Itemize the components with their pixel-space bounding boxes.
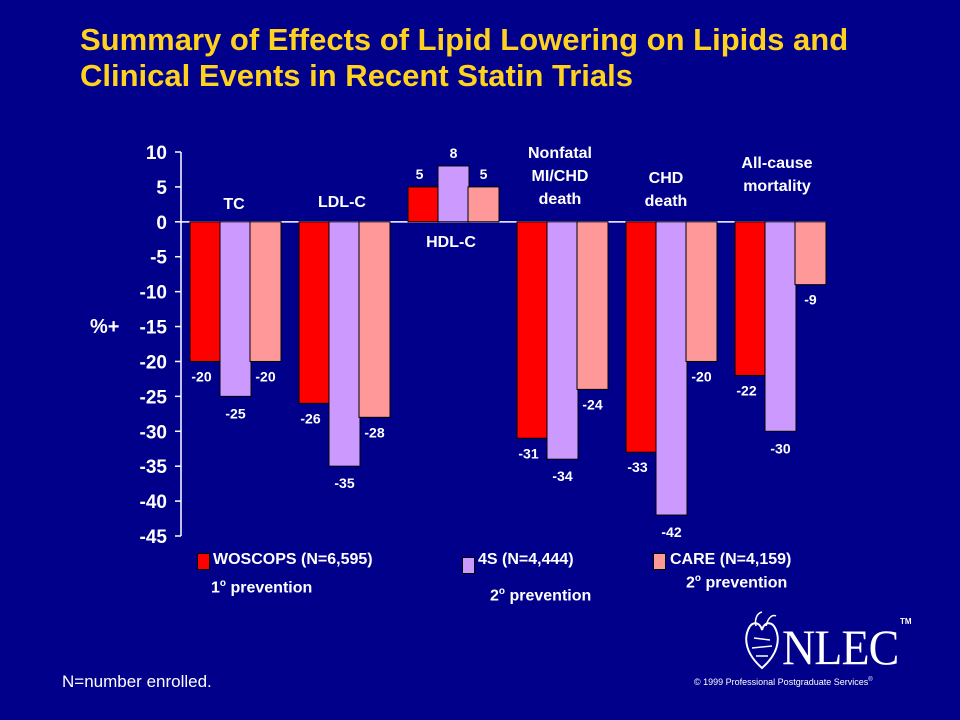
legend-label-4s: 4S (N=4,444) bbox=[478, 551, 574, 568]
data-label: -28 bbox=[364, 424, 384, 440]
y-tick-label: -45 bbox=[140, 527, 168, 548]
data-label: -24 bbox=[582, 396, 602, 412]
data-label: -35 bbox=[334, 475, 354, 491]
category-label: death bbox=[645, 193, 688, 210]
category-label: death bbox=[539, 191, 582, 208]
category-label: Nonfatal bbox=[528, 145, 592, 162]
data-label: -31 bbox=[518, 445, 538, 461]
category-label: LDL-C bbox=[318, 194, 366, 211]
care-prevention-note: 2o prevention bbox=[686, 573, 788, 592]
y-tick-label: -25 bbox=[140, 387, 168, 408]
data-label: -20 bbox=[691, 368, 711, 384]
heart-icon bbox=[745, 611, 779, 670]
y-tick-label: -30 bbox=[140, 422, 167, 443]
legend-swatch-woscops bbox=[197, 553, 210, 570]
data-label: -42 bbox=[661, 524, 681, 540]
data-label: -30 bbox=[770, 440, 790, 456]
y-tick-label: -40 bbox=[140, 492, 167, 513]
data-label: -22 bbox=[736, 382, 756, 398]
category-label: TC bbox=[223, 196, 245, 213]
y-tick-label: -20 bbox=[140, 352, 167, 373]
bar bbox=[546, 221, 579, 460]
bar bbox=[437, 165, 470, 223]
category-label: HDL-C bbox=[426, 234, 476, 251]
bar bbox=[219, 221, 252, 397]
bar bbox=[516, 221, 549, 439]
bar bbox=[625, 221, 658, 453]
y-tick-label: -15 bbox=[140, 318, 168, 339]
data-label: -25 bbox=[225, 405, 245, 421]
data-label: -20 bbox=[255, 368, 275, 384]
y-tick-label: -35 bbox=[140, 457, 168, 478]
bar bbox=[249, 221, 282, 362]
y-tick-label: 5 bbox=[156, 178, 167, 199]
footnote: N=number enrolled. bbox=[62, 672, 212, 691]
trademark-mark: TM bbox=[900, 617, 912, 626]
y-tick-label: 0 bbox=[156, 213, 167, 234]
logo-text: NLEC bbox=[782, 619, 899, 675]
bar bbox=[358, 221, 391, 418]
y-tick-label: -5 bbox=[150, 248, 167, 269]
category-label: mortality bbox=[743, 178, 811, 195]
category-label: All-cause bbox=[741, 155, 812, 172]
copyright: © 1999 Professional Postgraduate Service… bbox=[694, 677, 873, 687]
data-label: 5 bbox=[480, 166, 488, 182]
legend-swatch-care bbox=[653, 553, 666, 570]
bar bbox=[764, 221, 797, 432]
bar bbox=[467, 186, 500, 223]
bar bbox=[298, 221, 331, 404]
bar bbox=[655, 221, 688, 516]
bar bbox=[685, 221, 718, 362]
bar bbox=[576, 221, 609, 390]
category-label: MI/CHD bbox=[532, 168, 589, 185]
y-tick-label: 10 bbox=[146, 143, 167, 164]
woscops-prevention-note: 1o prevention bbox=[211, 578, 313, 597]
legend-swatch-4s bbox=[462, 557, 475, 574]
y-tick-label: -10 bbox=[140, 283, 167, 304]
legend-label-woscops: WOSCOPS (N=6,595) bbox=[213, 551, 373, 568]
bar bbox=[794, 221, 827, 286]
data-label: 5 bbox=[416, 166, 424, 182]
bar bbox=[734, 221, 767, 376]
bar bbox=[328, 221, 361, 467]
data-label: -33 bbox=[627, 459, 647, 475]
legend-label-care: CARE (N=4,159) bbox=[670, 551, 792, 568]
data-label: -34 bbox=[552, 468, 572, 484]
data-label: -26 bbox=[300, 410, 320, 426]
4s-prevention-note: 2o prevention bbox=[490, 586, 592, 605]
page-title: Summary of Effects of Lipid Lowering on … bbox=[80, 22, 849, 93]
bar bbox=[189, 221, 222, 362]
data-label: -9 bbox=[804, 292, 817, 308]
data-label: 8 bbox=[450, 145, 458, 161]
y-axis-label: %+ bbox=[90, 316, 120, 338]
data-label: -20 bbox=[191, 368, 211, 384]
bar bbox=[407, 186, 440, 223]
category-label: CHD bbox=[649, 170, 684, 187]
